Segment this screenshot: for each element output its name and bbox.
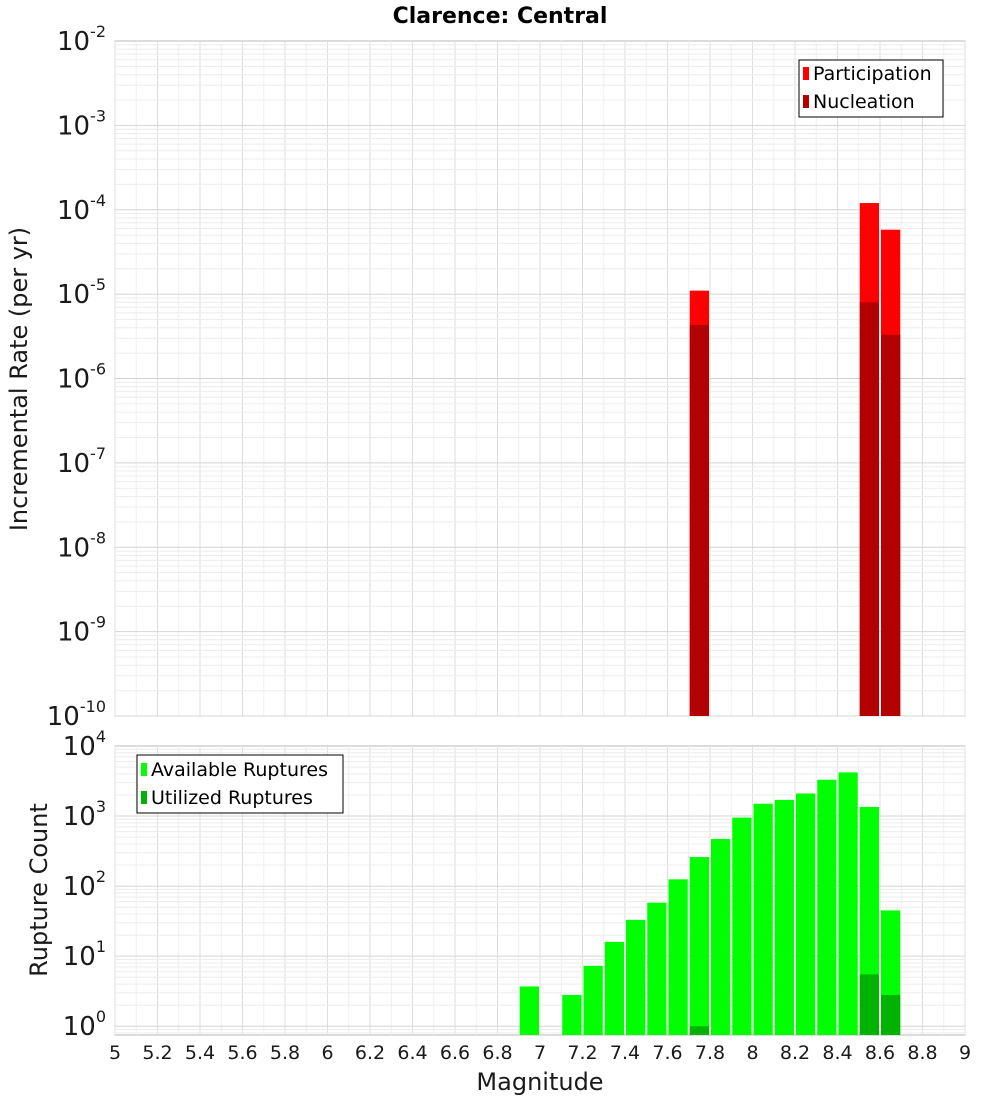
x-tick-label: 5.2 bbox=[142, 1042, 172, 1064]
x-tick-label: 6.4 bbox=[397, 1042, 427, 1064]
rate-y-tick-label: 10-9 bbox=[57, 613, 106, 648]
bar-utilized-ruptures bbox=[859, 974, 879, 1035]
bar-nucleation bbox=[881, 334, 901, 716]
legend-swatch-nucleation bbox=[803, 95, 809, 108]
x-tick-label: 8.4 bbox=[822, 1042, 852, 1064]
bar-available-ruptures bbox=[604, 941, 624, 1035]
x-tick-label: 6.8 bbox=[482, 1042, 512, 1064]
rate-panel: 10-2 10-3 10-4 10-5 10-6 10-7 10-8 10-9 10-10 In… bbox=[5, 22, 966, 732]
rate-y-tick-label: 10-7 bbox=[57, 444, 106, 479]
count-panel: 104 103 102 101 100 5 5.2 5.4 5.6 5.8 6 6.2 6.4 6.6 6… bbox=[25, 727, 971, 1096]
bar-available-ruptures bbox=[626, 919, 646, 1035]
rate-grid bbox=[114, 41, 966, 717]
rate-legend-box bbox=[798, 59, 944, 118]
rate-y-tick-label: 10-6 bbox=[57, 360, 106, 395]
chart-title: Clarence: Central bbox=[393, 4, 608, 29]
bar-nucleation bbox=[859, 302, 879, 716]
bar-available-ruptures bbox=[668, 879, 688, 1035]
bar-available-ruptures bbox=[796, 793, 816, 1035]
bar-available-ruptures bbox=[753, 803, 773, 1035]
rate-y-tick-label: 10-8 bbox=[57, 528, 106, 563]
legend-swatch-participation bbox=[803, 67, 809, 80]
x-tick-label: 7.4 bbox=[610, 1042, 640, 1064]
count-y-tick-label: 100 bbox=[63, 1007, 106, 1042]
bar-available-ruptures bbox=[583, 965, 603, 1035]
x-tick-label: 7.6 bbox=[652, 1042, 682, 1064]
x-tick-label: 7 bbox=[534, 1042, 546, 1064]
x-tick-label: 8.2 bbox=[780, 1042, 810, 1064]
count-legend-box bbox=[136, 754, 344, 814]
count-y-axis-label: Rupture Count bbox=[25, 803, 53, 977]
x-tick-label: 8.6 bbox=[865, 1042, 895, 1064]
x-tick-label: 6.6 bbox=[440, 1042, 470, 1064]
bar-utilized-ruptures bbox=[881, 994, 901, 1035]
x-axis-label: Magnitude bbox=[476, 1068, 603, 1096]
legend-swatch-available bbox=[141, 763, 147, 776]
x-tick-label: 8.8 bbox=[907, 1042, 937, 1064]
x-tick-label: 5.6 bbox=[227, 1042, 257, 1064]
count-y-tick-label: 102 bbox=[63, 867, 106, 902]
bar-available-ruptures bbox=[838, 772, 858, 1035]
legend-label-nucleation: Nucleation bbox=[813, 91, 915, 113]
legend-swatch-utilized bbox=[141, 791, 147, 804]
x-tick-label: 5 bbox=[109, 1042, 121, 1064]
legend-label-participation: Participation bbox=[813, 63, 932, 85]
bar-nucleation bbox=[689, 325, 709, 716]
rate-y-tick-label: 10-10 bbox=[47, 697, 106, 732]
rate-bars bbox=[689, 203, 901, 717]
x-tick-label: 8 bbox=[746, 1042, 758, 1064]
bar-available-ruptures bbox=[562, 994, 582, 1035]
count-bars bbox=[519, 772, 901, 1035]
bar-available-ruptures bbox=[817, 779, 837, 1035]
bar-available-ruptures bbox=[519, 986, 539, 1035]
count-legend: Available Ruptures Utilized Ruptures bbox=[136, 754, 344, 814]
bar-available-ruptures bbox=[774, 799, 794, 1035]
count-y-ticks: 104 103 102 101 100 bbox=[63, 727, 106, 1042]
rate-y-tick-label: 10-4 bbox=[57, 191, 106, 226]
count-y-tick-label: 103 bbox=[63, 797, 106, 832]
bar-available-ruptures bbox=[689, 857, 709, 1035]
x-ticks: 5 5.2 5.4 5.6 5.8 6 6.2 6.4 6.6 6.8 7 7.2 7.4 7.6 7.8 8… bbox=[109, 1042, 971, 1064]
rate-y-tick-label: 10-3 bbox=[57, 106, 106, 141]
legend-label-available: Available Ruptures bbox=[151, 759, 328, 781]
bar-available-ruptures bbox=[711, 839, 731, 1035]
count-y-tick-label: 101 bbox=[63, 937, 106, 972]
bar-available-ruptures bbox=[732, 817, 752, 1035]
x-tick-label: 9 bbox=[959, 1042, 971, 1064]
bar-available-ruptures bbox=[647, 902, 667, 1035]
rate-y-axis-label: Incremental Rate (per yr) bbox=[5, 227, 33, 531]
x-tick-label: 6 bbox=[321, 1042, 333, 1064]
x-tick-label: 5.4 bbox=[185, 1042, 215, 1064]
rate-legend: Participation Nucleation bbox=[798, 59, 944, 118]
x-tick-label: 5.8 bbox=[270, 1042, 300, 1064]
bar-utilized-ruptures bbox=[689, 1026, 709, 1035]
x-tick-label: 7.8 bbox=[695, 1042, 725, 1064]
rate-y-tick-label: 10-5 bbox=[57, 275, 106, 310]
legend-label-utilized: Utilized Ruptures bbox=[151, 787, 313, 809]
x-tick-label: 6.2 bbox=[355, 1042, 385, 1064]
rate-y-ticks: 10-2 10-3 10-4 10-5 10-6 10-7 10-8 10-9 10-10 bbox=[47, 22, 106, 732]
rate-y-tick-label: 10-2 bbox=[57, 22, 106, 57]
x-tick-label: 7.2 bbox=[567, 1042, 597, 1064]
count-y-tick-label: 104 bbox=[63, 727, 106, 762]
